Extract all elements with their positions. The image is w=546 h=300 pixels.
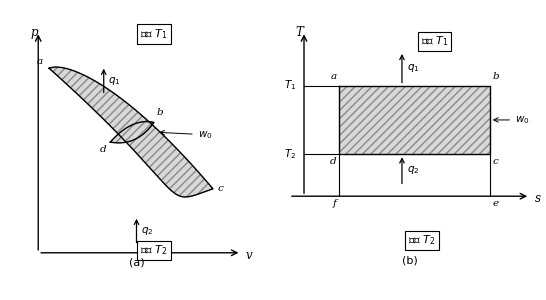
Text: 冷源 $T_2$: 冷源 $T_2$ bbox=[408, 234, 436, 248]
Text: $q_1$: $q_1$ bbox=[108, 75, 121, 87]
Text: 冷源 $T_2$: 冷源 $T_2$ bbox=[140, 243, 168, 257]
Text: $T_2$: $T_2$ bbox=[284, 148, 296, 161]
Text: $w_0$: $w_0$ bbox=[160, 129, 212, 141]
Text: c: c bbox=[492, 157, 498, 166]
Text: d: d bbox=[330, 157, 337, 166]
Text: 热源 $T_1$: 热源 $T_1$ bbox=[420, 34, 449, 48]
Text: T: T bbox=[295, 26, 303, 40]
Text: $q_2$: $q_2$ bbox=[141, 225, 153, 237]
Text: $q_1$: $q_1$ bbox=[407, 62, 419, 74]
Text: $T_1$: $T_1$ bbox=[284, 79, 296, 92]
Text: p: p bbox=[30, 26, 38, 40]
Text: (b): (b) bbox=[402, 255, 417, 265]
Text: 热源 $T_1$: 热源 $T_1$ bbox=[140, 27, 168, 41]
Polygon shape bbox=[110, 122, 154, 143]
Text: s: s bbox=[535, 192, 541, 205]
Text: a: a bbox=[330, 72, 337, 81]
Text: e: e bbox=[492, 199, 498, 208]
Text: f: f bbox=[333, 199, 337, 208]
Text: b: b bbox=[492, 72, 499, 81]
Text: b: b bbox=[156, 109, 163, 118]
Text: (a): (a) bbox=[129, 257, 144, 268]
Text: c: c bbox=[217, 184, 223, 193]
Text: v: v bbox=[246, 249, 252, 262]
Text: d: d bbox=[99, 145, 106, 154]
Polygon shape bbox=[49, 67, 213, 197]
Text: $q_2$: $q_2$ bbox=[407, 164, 419, 176]
Text: $w_0$: $w_0$ bbox=[494, 114, 530, 126]
Text: a: a bbox=[37, 57, 43, 66]
Polygon shape bbox=[339, 85, 490, 154]
